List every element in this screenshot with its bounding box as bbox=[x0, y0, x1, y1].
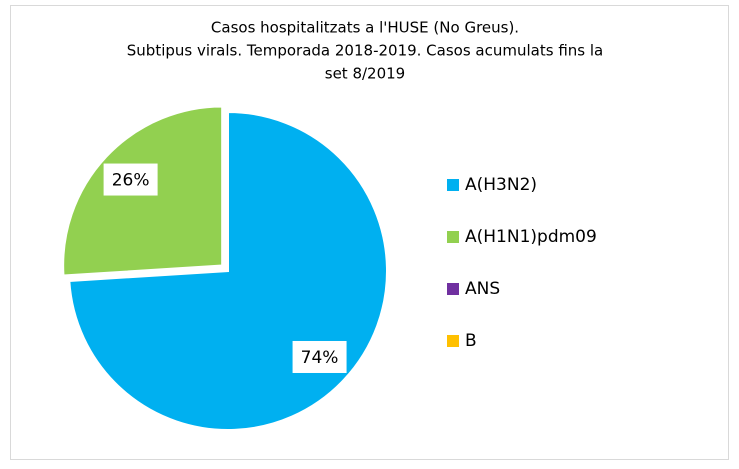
legend-label: B bbox=[465, 331, 477, 351]
chart-title: Casos hospitalitzats a l'HUSE (No Greus)… bbox=[211, 19, 519, 37]
data-label: 26% bbox=[112, 171, 150, 191]
legend-label: A(H1N1)pdm09 bbox=[465, 227, 597, 247]
data-label: 74% bbox=[301, 348, 339, 368]
data-label-box bbox=[292, 340, 347, 373]
data-label-box bbox=[103, 163, 158, 196]
chart-title: set 8/2019 bbox=[325, 65, 405, 83]
legend-label: ANS bbox=[465, 279, 500, 299]
legend-swatch bbox=[447, 231, 459, 243]
legend-label: A(H3N2) bbox=[465, 175, 537, 195]
chart-title: Subtipus virals. Temporada 2018-2019. Ca… bbox=[127, 42, 603, 60]
legend-swatch bbox=[447, 335, 459, 347]
legend-swatch bbox=[447, 179, 459, 191]
legend-swatch bbox=[447, 283, 459, 295]
